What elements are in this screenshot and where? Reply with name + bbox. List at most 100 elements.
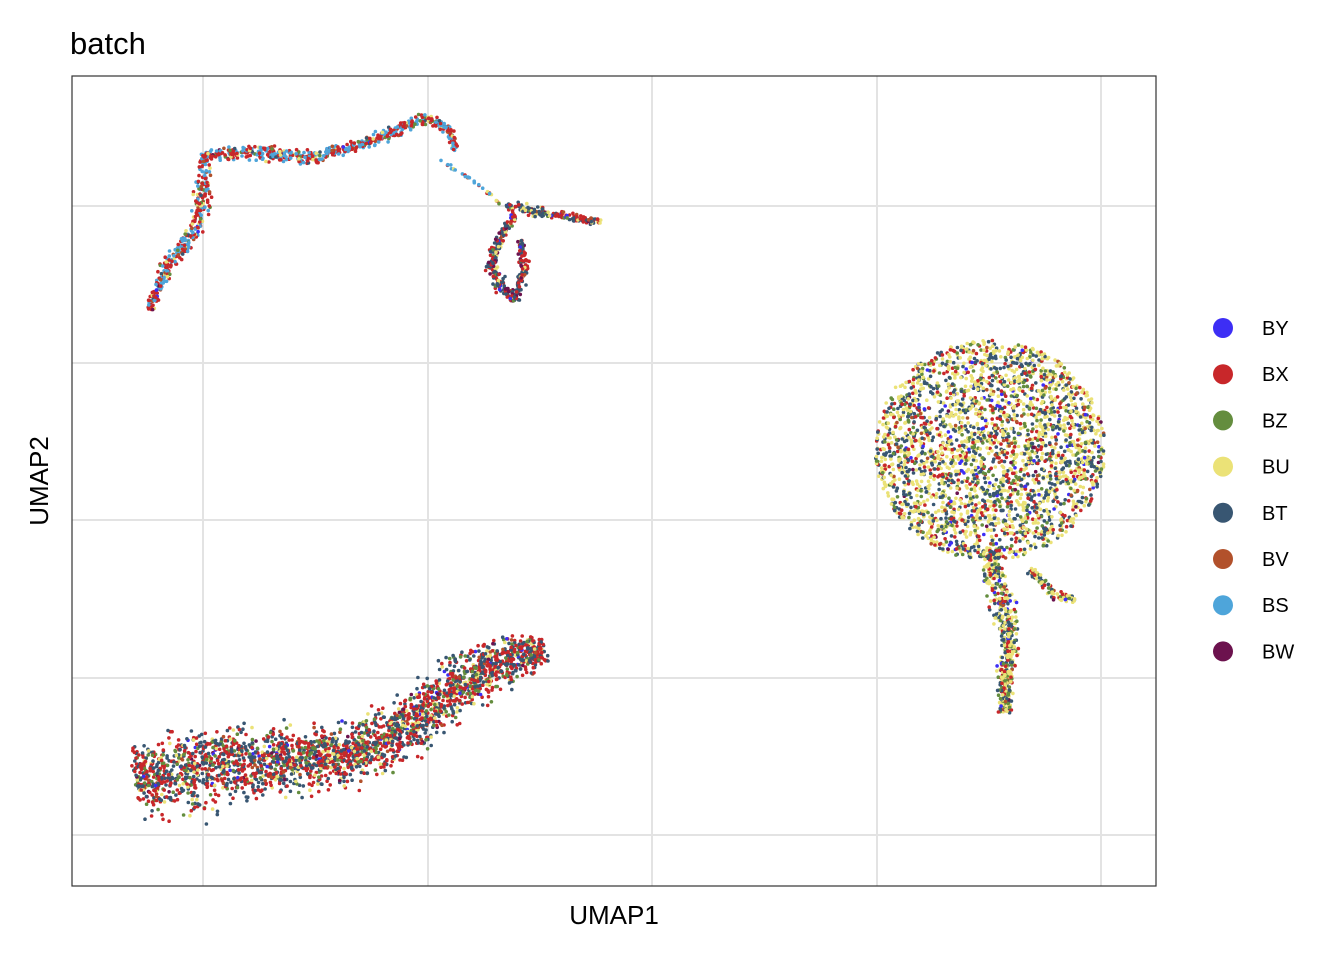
point-BZ xyxy=(425,747,430,751)
point-BU xyxy=(326,739,331,744)
point-BU xyxy=(936,524,940,528)
point-BU xyxy=(378,762,383,766)
point-BZ xyxy=(186,791,190,795)
point-BX xyxy=(379,725,384,729)
point-BW xyxy=(521,663,525,668)
point-BS xyxy=(444,126,448,130)
point-BT xyxy=(503,224,508,228)
point-BT xyxy=(477,649,481,653)
point-BS xyxy=(303,155,307,159)
point-BX xyxy=(223,153,227,157)
point-BX xyxy=(148,766,152,771)
point-BS xyxy=(204,188,208,193)
point-BX xyxy=(314,732,318,737)
point-BX xyxy=(240,763,245,768)
point-BS xyxy=(487,191,492,196)
point-BT xyxy=(221,752,225,756)
point-BX xyxy=(253,774,257,779)
point-BX xyxy=(463,695,467,700)
point-BX xyxy=(139,788,143,792)
point-BT xyxy=(286,752,290,756)
point-BX xyxy=(923,503,927,507)
point-BU xyxy=(326,749,330,754)
point-BZ xyxy=(255,746,260,751)
point-BT xyxy=(483,652,488,656)
point-BS xyxy=(294,152,299,156)
point-BT xyxy=(288,779,293,784)
point-BX xyxy=(457,721,462,726)
point-BT xyxy=(533,662,538,667)
point-BT xyxy=(209,775,213,780)
point-BT xyxy=(243,744,248,749)
point-BX xyxy=(382,762,387,766)
point-BX xyxy=(490,688,494,692)
point-BT xyxy=(505,663,509,667)
point-BX xyxy=(942,371,946,376)
point-BZ xyxy=(146,753,150,757)
point-BT xyxy=(423,719,428,723)
point-BZ xyxy=(447,656,452,661)
point-BX xyxy=(338,772,343,776)
point-BX xyxy=(169,781,173,785)
point-BZ xyxy=(364,719,369,723)
point-BT xyxy=(204,822,209,826)
point-BT xyxy=(224,783,229,787)
point-BT xyxy=(374,723,378,728)
point-BX xyxy=(449,128,453,132)
point-BX xyxy=(232,780,237,784)
point-BT xyxy=(289,772,294,776)
point-BX xyxy=(203,731,208,736)
point-BX xyxy=(156,742,161,747)
point-BX xyxy=(137,753,141,757)
point-BX xyxy=(154,798,159,803)
point-BT xyxy=(404,755,409,760)
point-BZ xyxy=(424,738,428,742)
point-BY xyxy=(497,287,502,292)
point-BX xyxy=(350,735,355,740)
point-BX xyxy=(250,745,254,750)
point-BX xyxy=(292,763,297,767)
point-BX xyxy=(376,708,381,712)
point-BX xyxy=(520,267,525,271)
point-BU xyxy=(191,738,196,742)
point-BU xyxy=(1080,421,1084,426)
point-BT xyxy=(247,755,251,759)
point-BZ xyxy=(903,402,907,407)
point-BZ xyxy=(315,739,319,743)
point-BX xyxy=(201,230,205,234)
point-BV xyxy=(278,729,282,734)
point-BT xyxy=(527,658,532,663)
point-BU xyxy=(485,682,489,687)
point-BX xyxy=(336,746,340,750)
point-BZ xyxy=(303,745,308,750)
point-BX xyxy=(134,756,138,760)
point-BT xyxy=(182,743,187,748)
point-BX xyxy=(397,747,401,751)
point-BZ xyxy=(477,689,481,693)
point-BT xyxy=(312,762,316,766)
point-BX xyxy=(244,752,248,756)
point-BS xyxy=(241,149,245,153)
point-BX xyxy=(287,738,292,742)
chart-title: batch xyxy=(70,26,146,61)
point-BW xyxy=(409,692,414,697)
point-BX xyxy=(156,298,161,302)
point-BX xyxy=(407,736,412,741)
point-BX xyxy=(175,797,180,802)
point-BX xyxy=(1018,547,1023,552)
point-BX xyxy=(470,649,475,654)
point-BX xyxy=(425,699,430,704)
point-BT xyxy=(320,782,324,786)
point-BU xyxy=(342,766,346,771)
point-BZ xyxy=(177,756,181,760)
point-BX xyxy=(499,662,503,667)
point-BX xyxy=(342,772,347,776)
point-BY xyxy=(518,245,522,249)
point-BX xyxy=(495,656,499,661)
point-BS xyxy=(159,281,164,286)
point-BX xyxy=(409,123,414,128)
point-BX xyxy=(441,698,445,703)
point-BX xyxy=(229,152,234,157)
point-BT xyxy=(164,769,169,773)
point-BT xyxy=(415,724,420,728)
